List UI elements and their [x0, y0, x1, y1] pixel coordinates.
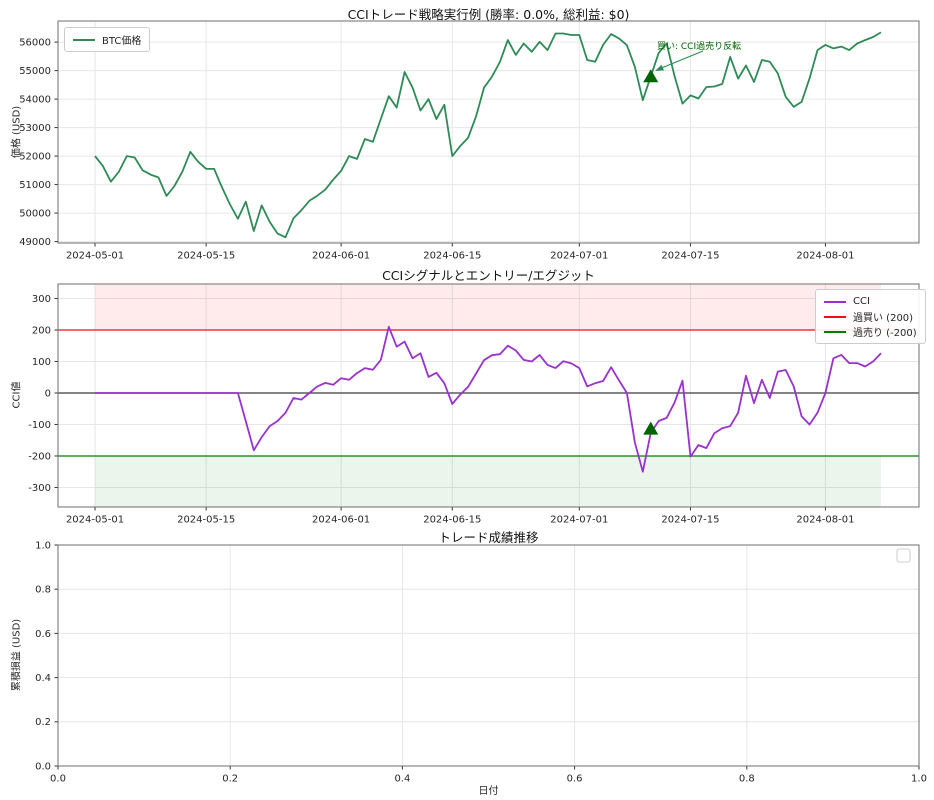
tick-label: 0.0: [50, 773, 66, 784]
tick-label: 0: [45, 388, 51, 399]
tick-label: 2024-06-15: [423, 250, 481, 261]
tick-label: 1.0: [35, 540, 51, 551]
tick-label: 2024-05-15: [177, 250, 235, 261]
price-chart-frame: [57, 20, 920, 244]
tick-label: 2024-06-01: [312, 514, 370, 525]
performance-ylabel: 累積損益 (USD): [11, 618, 23, 692]
tick-label: 2024-07-01: [550, 250, 608, 261]
legend-label-cci: CCI: [853, 296, 870, 307]
tick-label: 0.4: [35, 673, 51, 684]
tick-label: 2024-07-15: [661, 250, 719, 261]
buy-signal-marker: [643, 421, 659, 435]
tick-label: 0.2: [222, 773, 238, 784]
legend-item-oversold: 過売り (-200): [824, 324, 917, 339]
overbought-line-swatch: [824, 315, 846, 318]
tick-label: 2024-06-01: [312, 250, 370, 261]
tick-label: 2024-05-15: [177, 514, 235, 525]
legend-item-overbought: 過買い (200): [824, 309, 917, 324]
legend-label-overbought: 過買い (200): [853, 313, 914, 324]
tick-label: 2024-07-15: [661, 514, 719, 525]
tick-label: 0.8: [739, 773, 755, 784]
tick-label: 1.0: [911, 773, 927, 784]
oversold-band: [95, 455, 881, 507]
legend-label-oversold: 過売り (-200): [853, 328, 917, 339]
tick-label: 49000: [19, 237, 51, 248]
cci-line-swatch: [824, 300, 846, 303]
tick-label: -200: [28, 451, 51, 462]
cci-chart-frame: [57, 283, 920, 508]
tick-label: 50000: [19, 208, 51, 219]
buy-signal-marker: [643, 69, 659, 83]
price-ylabel: 価格 (USD): [11, 105, 23, 159]
tick-label: 2024-06-15: [423, 514, 481, 525]
performance-chart-frame: [57, 544, 920, 767]
tick-label: 55000: [19, 66, 51, 77]
tick-label: 2024-05-01: [66, 250, 124, 261]
legend-label-btc: BTC価格: [102, 36, 142, 47]
tick-label: 2024-05-01: [66, 514, 124, 525]
performance-chart-title: トレード成績推移: [438, 530, 539, 545]
tick-label: 54000: [19, 94, 51, 105]
cci-chart-title: CCIシグナルとエントリー/エグジット: [382, 268, 595, 283]
tick-label: 2024-07-01: [550, 514, 608, 525]
legend-item-btc: BTC価格: [73, 32, 141, 47]
tick-label: 0.4: [394, 773, 410, 784]
tick-label: 0.8: [35, 585, 51, 596]
annotation-arrow: [658, 50, 704, 70]
cci-chart-line: [95, 325, 882, 473]
tick-label: 0.0: [35, 761, 51, 772]
price-chart-title: CCIトレード戦略実行例 (勝率: 0.0%, 総利益: $0): [347, 7, 630, 22]
tick-label: 200: [32, 325, 51, 336]
tick-label: 52000: [19, 151, 51, 162]
tick-label: 0.2: [35, 717, 51, 728]
tick-label: -300: [28, 483, 51, 494]
tick-label: 53000: [19, 123, 51, 134]
oversold-line-swatch: [824, 330, 846, 333]
empty-legend-box: [896, 548, 911, 563]
tick-label: -100: [28, 420, 51, 431]
overbought-band: [95, 284, 881, 330]
performance-xlabel: 日付: [478, 786, 499, 797]
cci-legend: CCI 過買い (200) 過売り (-200): [815, 289, 926, 344]
tick-label: 0.6: [35, 629, 51, 640]
tick-label: 100: [32, 357, 51, 368]
price-legend: BTC価格: [64, 27, 151, 52]
tick-label: 300: [32, 294, 51, 305]
annotation-arrowhead: [655, 64, 664, 71]
price-chart-line: [94, 31, 882, 239]
tick-label: 2024-08-01: [796, 250, 854, 261]
buy-annotation: 買い: CCI過売り反転: [657, 42, 742, 52]
btc-line-swatch: [73, 38, 95, 41]
legend-item-cci: CCI: [824, 294, 917, 309]
cci-ylabel: CCI値: [11, 381, 23, 409]
tick-label: 51000: [19, 180, 51, 191]
tick-label: 56000: [19, 37, 51, 48]
tick-label: 2024-08-01: [796, 514, 854, 525]
tick-label: 0.6: [567, 773, 583, 784]
